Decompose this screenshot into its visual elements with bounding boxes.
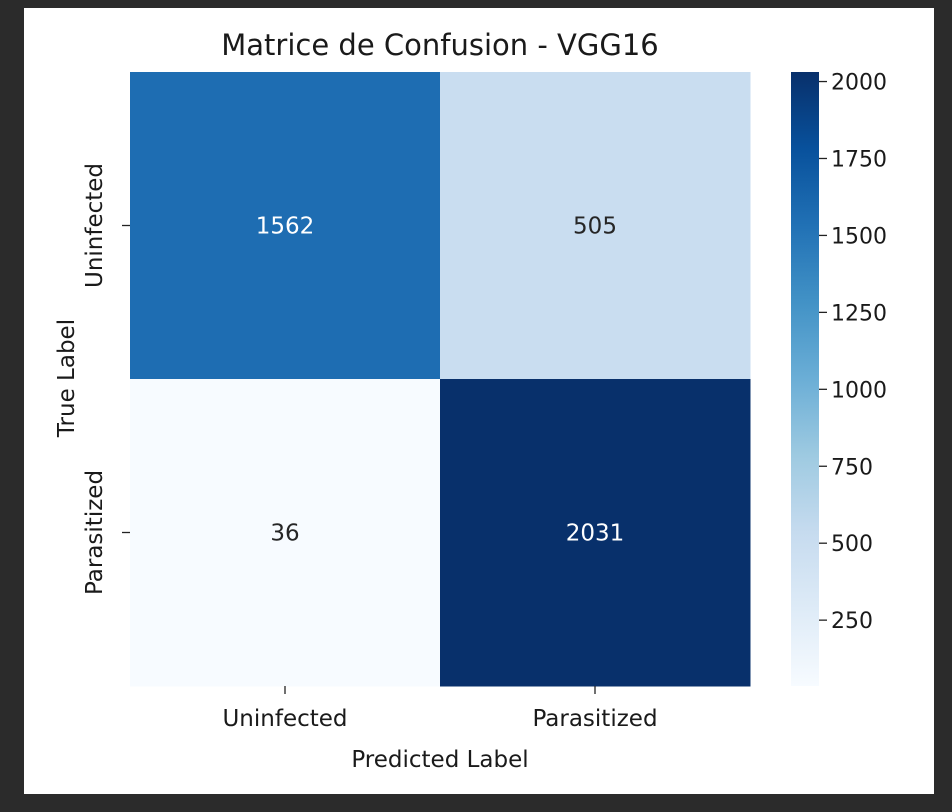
colorbar-tick-label: 750	[831, 455, 873, 480]
colorbar-tick-label: 1000	[831, 378, 887, 403]
heatmap-cell	[130, 72, 441, 380]
colorbar-tick-label: 500	[831, 532, 873, 557]
cell-value-label: 2031	[566, 521, 625, 547]
x-axis-label: Predicted Label	[351, 747, 528, 773]
cell-value-label: 1562	[256, 214, 315, 240]
heatmap-cell	[440, 72, 751, 380]
x-axis-ticks: Uninfected Parasitized	[222, 686, 658, 732]
confusion-matrix-chart: Matrice de Confusion - VGG16 1562 505 36 20…	[54, 28, 887, 773]
colorbar-tick-label: 2000	[831, 71, 887, 96]
cell-value-label: 505	[573, 214, 617, 240]
colorbar-tick-label: 1750	[831, 147, 887, 172]
y-axis-label: True Label	[54, 319, 80, 438]
colorbar-tick-label: 250	[831, 609, 873, 634]
x-tick-label: Parasitized	[532, 706, 657, 732]
y-tick-label: Parasitized	[82, 470, 108, 595]
cell-value-label: 36	[270, 521, 299, 547]
colorbar-tick-label: 1500	[831, 224, 887, 249]
chart-title: Matrice de Confusion - VGG16	[221, 28, 658, 62]
x-tick-label: Uninfected	[222, 706, 347, 732]
heatmap-cell	[130, 379, 441, 687]
colorbar-tick-label: 1250	[831, 301, 887, 326]
heatmap-cell	[440, 379, 751, 687]
y-tick-label: Uninfected	[82, 163, 108, 288]
colorbar-ticks: 250 500 750 1000 1250 1500 1750 2000	[819, 71, 887, 634]
y-axis-ticks: Uninfected Parasitized	[82, 163, 130, 595]
colorbar	[791, 72, 819, 686]
heatmap-cells: 1562 505 36 2031	[130, 72, 751, 687]
figure: Matrice de Confusion - VGG16 1562 505 36 20…	[24, 8, 934, 794]
